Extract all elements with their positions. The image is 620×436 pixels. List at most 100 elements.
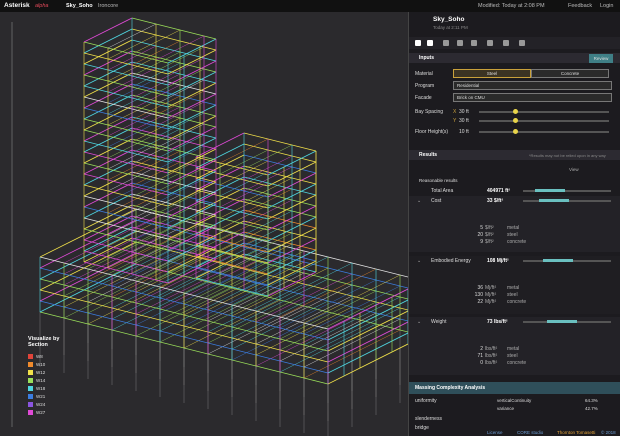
footer-link[interactable]: Thornton Tomasetti (557, 430, 596, 435)
material-option[interactable]: Concrete (531, 69, 609, 78)
badge: alpha (35, 3, 49, 9)
beam (195, 189, 269, 209)
slider-track[interactable] (479, 131, 609, 133)
beam (255, 295, 353, 345)
floor-value: 10 ft (459, 129, 469, 135)
top-bar: Asterisk alpha Sky_Soho Ironcore Modifie… (0, 0, 620, 12)
beam (83, 129, 169, 152)
beam (83, 74, 169, 97)
footer-link[interactable]: © 2018 (601, 430, 616, 435)
bay-x-value: 30 ft (459, 109, 469, 115)
login[interactable]: Login (600, 3, 614, 9)
footer-link[interactable]: License (487, 430, 503, 435)
beam (243, 176, 317, 196)
beam (135, 208, 408, 278)
beam (63, 236, 161, 286)
beam (135, 219, 408, 289)
beam (303, 329, 401, 379)
beam (167, 159, 217, 185)
beam (83, 41, 169, 64)
tool-icon[interactable] (503, 40, 509, 46)
beam (83, 184, 169, 207)
beam (83, 250, 169, 273)
massing-detail-name: variance (497, 406, 515, 411)
tool-icon[interactable] (443, 40, 449, 46)
breakdown-material: metal (507, 225, 520, 231)
massing-bar (409, 382, 620, 394)
metric-track (523, 190, 611, 192)
project-name[interactable]: Sky_Soho (66, 3, 93, 9)
beam (195, 167, 269, 187)
beam (167, 192, 217, 218)
facade-select[interactable]: Brick on CMU (453, 93, 612, 102)
breakdown-unit: $/ft² (485, 232, 494, 238)
beam (303, 296, 401, 346)
metric-value: 33 $/ft² (487, 198, 504, 204)
legend-swatch (28, 354, 33, 359)
expand-toggle[interactable]: ⌄ (417, 198, 422, 204)
beam (195, 255, 269, 275)
beam (63, 247, 161, 297)
tool-icon[interactable] (519, 40, 525, 46)
beam (131, 50, 217, 73)
review-button[interactable]: Review (589, 54, 613, 63)
metric-value: 404971 ft² (487, 188, 511, 194)
beam (207, 283, 305, 333)
slider-knob[interactable] (513, 109, 518, 114)
metric-range (543, 259, 573, 262)
beam (135, 265, 233, 315)
tool-icon[interactable] (487, 40, 493, 46)
breakdown-value: 20 (477, 232, 483, 238)
beam (167, 82, 217, 108)
beam (111, 259, 209, 309)
footer-link[interactable]: CORE studio (517, 430, 544, 435)
beam (131, 83, 217, 106)
expand-toggle[interactable]: ⌄ (417, 258, 422, 264)
viewport[interactable]: Visualize by Section W8 W10 W12 W14 W18 W21 W2… (0, 12, 408, 436)
beam (131, 171, 217, 194)
slider-knob[interactable] (513, 129, 518, 134)
metric-label: Embodied Energy (431, 258, 471, 264)
breakdown-value: 130 (474, 292, 483, 298)
beam (243, 143, 317, 163)
brand[interactable]: Asterisk (4, 2, 30, 9)
beam (243, 242, 317, 262)
beam (83, 206, 169, 229)
beam (83, 261, 169, 284)
beam (39, 208, 137, 258)
tool-icon[interactable] (471, 40, 477, 46)
beam (167, 247, 217, 273)
beam (83, 217, 169, 240)
legend-swatch (28, 402, 33, 407)
beam (131, 204, 217, 227)
legend-swatch (28, 394, 33, 399)
legend-label: W18 (36, 386, 46, 391)
slider-track[interactable] (479, 120, 609, 122)
slider-track[interactable] (479, 111, 609, 113)
metric-label: Total Area (431, 188, 454, 194)
breakdown-material: steel (507, 232, 518, 238)
wireframe (11, 17, 408, 436)
beam (131, 105, 217, 128)
slider-knob[interactable] (513, 118, 518, 123)
toolbar (409, 37, 620, 49)
feedback[interactable]: Feedback (568, 3, 593, 9)
breakdown-value: 2 (480, 346, 483, 352)
breakdown-material: metal (507, 346, 520, 352)
legend-label: W8 (36, 354, 43, 359)
tool-icon[interactable] (415, 40, 421, 46)
legend-label: W21 (36, 394, 46, 399)
legend-label: W10 (36, 362, 46, 367)
material-option[interactable]: Steel (453, 69, 531, 78)
beam (83, 173, 169, 196)
tool-icon[interactable] (457, 40, 463, 46)
metric-row (409, 196, 620, 252)
side-panel: Sky_Soho Today at 2:11 PM Inputs Review Mate… (408, 12, 620, 436)
tool-icon[interactable] (427, 40, 433, 46)
org[interactable]: Ironcore (98, 3, 119, 9)
program-select[interactable]: Residential (453, 81, 612, 90)
expand-toggle[interactable]: ⌄ (417, 319, 422, 325)
beam (195, 233, 269, 253)
beam (243, 132, 317, 152)
beam (63, 214, 161, 264)
